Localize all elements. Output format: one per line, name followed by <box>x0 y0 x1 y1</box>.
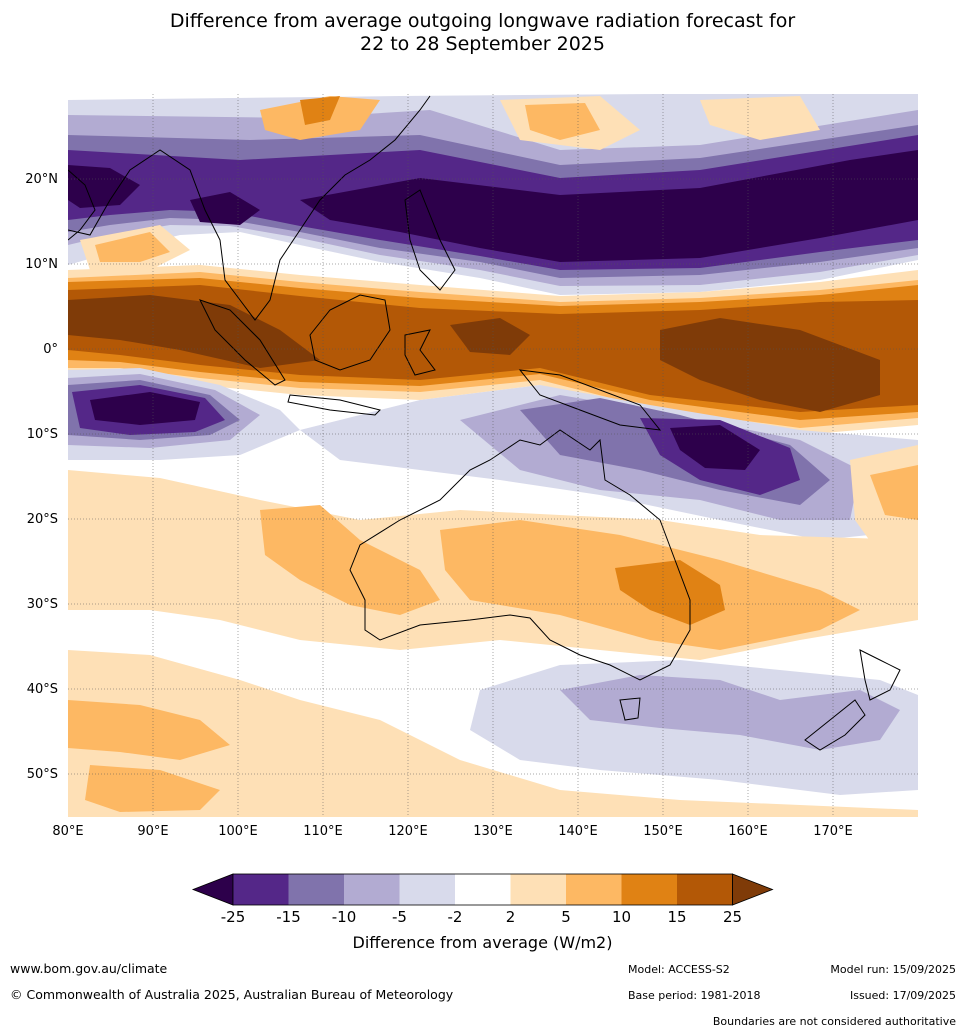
gridlines <box>68 94 918 817</box>
lon-label: 130°E <box>473 824 513 839</box>
tasman-orange-patch-2 <box>870 465 918 520</box>
map-title: Difference from average outgoing longwav… <box>0 10 965 56</box>
colorbar-swatch <box>288 874 344 905</box>
new-zealand-north-coastline <box>859 649 901 701</box>
india-coastline <box>68 169 96 241</box>
lat-label: 10°S <box>27 427 58 442</box>
colorbar-arrow-min <box>191 873 234 906</box>
asia-orange-core <box>300 96 340 125</box>
new-guinea-coastline <box>518 369 662 431</box>
lat-label: 40°S <box>27 682 58 697</box>
lat-label: 20°S <box>27 512 58 527</box>
footer-disclaimer: Boundaries are not considered authoritat… <box>712 1015 956 1028</box>
colorbar-swatch <box>344 874 400 905</box>
lon-label: 150°E <box>643 824 683 839</box>
southern-ocean-orange-patch-2 <box>85 765 220 812</box>
mainland-asia-coastline <box>68 95 431 321</box>
colorbar-tick-label: 5 <box>561 908 571 926</box>
northwest-purple-core-2 <box>190 192 260 225</box>
colorbar-swatch <box>510 874 566 905</box>
southern-orange-strong <box>615 560 725 625</box>
bay-orange-patch-2 <box>95 232 170 262</box>
equatorial-core-west <box>68 295 320 368</box>
footer-model-run: Model run: 15/09/2025 <box>830 963 956 976</box>
new-zealand-south-coastline <box>804 699 866 751</box>
lon-label: 100°E <box>218 824 258 839</box>
footer-issued: Issued: 17/09/2025 <box>849 989 956 1002</box>
australia-coastline <box>349 429 691 681</box>
colorbar-swatch <box>455 874 511 905</box>
philippines-coastline <box>404 189 456 291</box>
colorbar-tick-label: 10 <box>612 908 631 926</box>
lon-label: 80°E <box>52 824 83 839</box>
lon-label: 90°E <box>137 824 168 839</box>
equatorial-core-central <box>450 318 530 355</box>
northern-purple-core <box>300 150 918 262</box>
sumatra-coastline <box>199 299 286 386</box>
colorbar-tick-label: -2 <box>448 908 463 926</box>
colorbar-tick-label: -5 <box>392 908 407 926</box>
colorbar: -25 -15 -10 -5 -2 2 5 10 15 25 <box>191 873 774 926</box>
lon-label: 160°E <box>728 824 768 839</box>
southern-purple-core <box>90 392 200 425</box>
colorbar-tick-label: 25 <box>723 908 742 926</box>
lat-label: 0° <box>43 342 58 357</box>
lon-label: 110°E <box>303 824 343 839</box>
footer-base-period: Base period: 1981-2018 <box>628 989 761 1002</box>
lat-label: 10°N <box>25 257 58 272</box>
colorbar-swatch <box>233 874 289 905</box>
northwest-purple-core <box>68 165 140 208</box>
title-line-1: Difference from average outgoing longwav… <box>169 10 796 32</box>
colorbar-tick-label: -10 <box>332 908 357 926</box>
colorbar-tick-label: -15 <box>276 908 301 926</box>
footer-model: Model: ACCESS-S2 <box>628 963 730 976</box>
equatorial-core-east <box>660 318 880 412</box>
tasmania-coastline <box>619 697 641 721</box>
lat-label: 20°N <box>25 172 58 187</box>
latitude-labels: 20°N 10°N 0° 10°S 20°S 30°S 40°S 50°S <box>25 172 58 782</box>
southern-orange-mid-west <box>260 505 440 615</box>
southern-ocean-orange-patch <box>68 700 230 760</box>
lon-label: 170°E <box>813 824 853 839</box>
lat-label: 30°S <box>27 597 58 612</box>
borneo-coastline <box>309 294 391 371</box>
footer-copyright: © Commonwealth of Australia 2025, Austra… <box>10 987 454 1002</box>
ne-pacific-patch <box>700 96 820 140</box>
colorbar-title: Difference from average (W/m2) <box>352 933 613 952</box>
colorbar-arrow-max <box>732 873 774 906</box>
coastlines <box>68 95 901 751</box>
lon-label: 120°E <box>388 824 428 839</box>
coral-sea-purple-core <box>670 425 760 470</box>
southern-ocean-light-orange <box>68 650 918 817</box>
colorbar-tick-label: -25 <box>221 908 246 926</box>
map-plot-area <box>68 94 918 817</box>
lon-label: 140°E <box>558 824 598 839</box>
java-coastline <box>287 394 381 416</box>
title-line-2: 22 to 28 September 2025 <box>360 33 605 55</box>
sulawesi-coastline <box>404 329 436 376</box>
longitude-labels: 80°E 90°E 100°E 110°E 120°E 130°E 140°E … <box>52 824 852 839</box>
lat-label: 50°S <box>27 767 58 782</box>
footer-url: www.bom.gov.au/climate <box>10 961 168 976</box>
colorbar-tick-label: 2 <box>506 908 516 926</box>
colorbar-swatch <box>621 874 677 905</box>
southern-ocean-purple-mid <box>560 675 900 750</box>
colorbar-tick-label: 15 <box>667 908 686 926</box>
pacific-orange-patch-2 <box>525 103 600 140</box>
colorbar-frame <box>232 873 733 906</box>
colorbar-swatch <box>399 874 455 905</box>
colorbar-swatch <box>677 874 733 905</box>
colorbar-swatch <box>566 874 622 905</box>
